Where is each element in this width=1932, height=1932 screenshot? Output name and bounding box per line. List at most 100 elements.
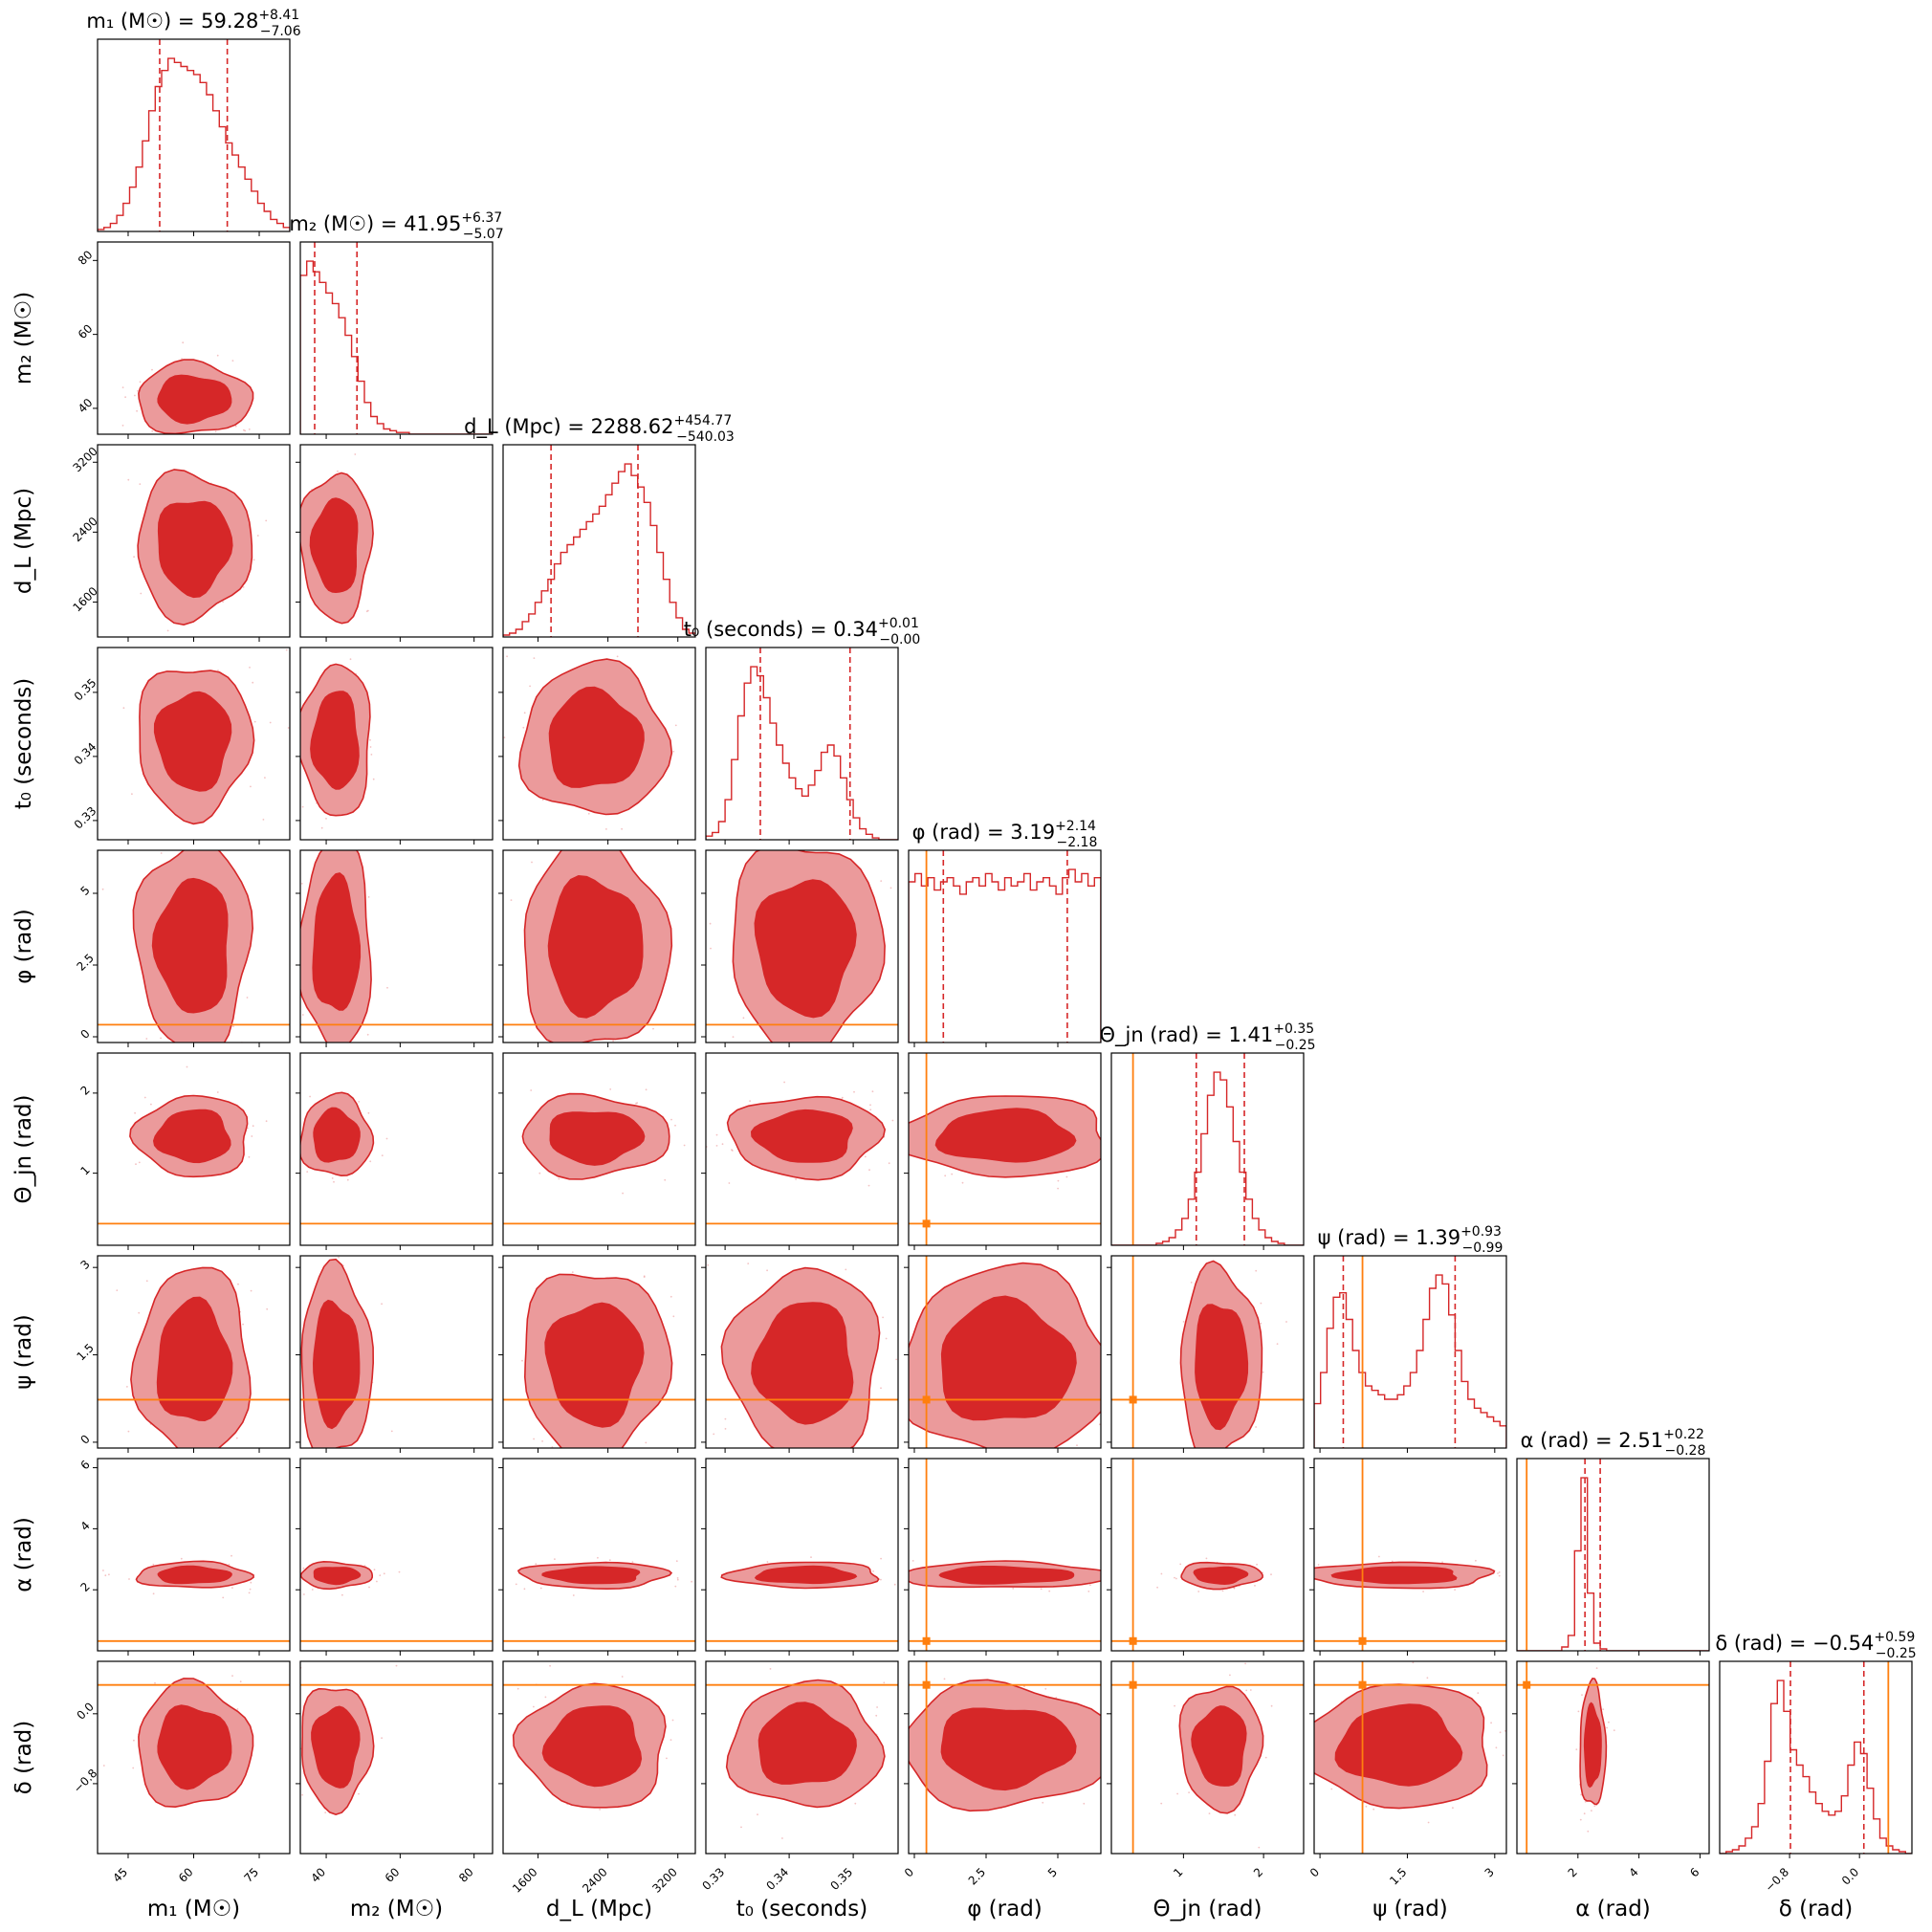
x-tick-label: 0 [1307,1865,1322,1879]
axes-frame [705,1052,899,1246]
axes-frame [299,1660,494,1855]
panel-dL-delta: 1600 2400 3200 [498,1660,696,1896]
contour-inner-phi-delta [940,1707,1077,1791]
axes-frame [1110,1458,1305,1652]
x-tick-label: 45 [110,1865,130,1885]
contour-inner-t0-psi [751,1302,854,1425]
y-tick-label: 2 [78,1083,93,1097]
axes-frame [97,38,291,232]
y-tick-label: 80 [76,248,96,268]
panel-phi: φ (rad) = 3.19+2.14 −2.18 [908,819,1102,1047]
title-m2: m₂ (M☉) = 41.95+6.37 −5.07 [289,210,503,242]
axes-frame [705,1660,899,1855]
contour-inner-dL-t0 [548,686,645,788]
panel-t0-psi [701,1255,899,1453]
panel-dL: d_L (Mpc) = 2288.62+454.77 −540.03 [464,413,735,642]
y-tick-label: 60 [76,321,96,341]
panel-t0-alpha [701,1458,899,1656]
panel-m2-theta_jn [296,1052,494,1250]
x-axis-label-alpha: α (rad) [1575,1897,1651,1921]
y-axis-label-t0: t₀ (seconds) [11,678,36,810]
panel-alpha-delta: 2 4 6 [1512,1660,1710,1880]
axes-frame [908,1052,1102,1246]
panel-dL-alpha [498,1458,696,1656]
axes-frame [908,849,1102,1043]
panel-phi-alpha [904,1458,1102,1656]
x-tick-label: 6 [1687,1865,1701,1879]
panel-theta_jn-psi [1107,1255,1305,1453]
panel-theta_jn-alpha [1107,1458,1305,1656]
x-tick-label: −0.8 [1763,1865,1792,1895]
axes-frame [502,1255,696,1449]
x-tick-label: 0.35 [827,1865,855,1893]
contour-inner-m2-psi [312,1299,361,1430]
axes-frame [502,444,696,638]
x-tick-label: 60 [383,1865,403,1885]
axes-frame [1516,1458,1710,1652]
y-tick-label: 1 [78,1163,93,1177]
panel-m1-delta: 45 60 75 −0.8 0.0 [71,1660,291,1885]
panel-dL-phi [498,849,696,1047]
panel-m1: m₁ (M☉) = 59.28+8.41 −7.06 [86,8,301,236]
injection-marker-phi-delta [922,1680,931,1689]
axes-frame [502,647,696,841]
contour-inner-m1-alpha [157,1565,232,1585]
contour-inner-dL-delta [541,1705,643,1788]
x-tick-label: 1.5 [1387,1865,1409,1887]
histogram-delta [1720,1680,1912,1854]
contour-inner-t0-phi [754,879,857,1019]
axes-frame [705,849,899,1043]
x-axis-label-theta_jn: Θ_jn (rad) [1153,1897,1262,1921]
axes-frame [705,647,899,841]
axes-frame [502,1052,696,1246]
panel-m1-theta_jn: 12 [78,1052,291,1250]
title-delta: δ (rad) = −0.54+0.59 −0.25 [1715,1630,1916,1661]
contour-inner-m1-delta [157,1704,232,1790]
x-tick-label: 2400 [580,1865,609,1895]
panel-t0: t₀ (seconds) = 0.34+0.01 −0.00 [684,616,921,845]
axes-frame [1110,1660,1305,1855]
panel-theta_jn: Θ_jn (rad) = 1.41+0.35 −0.25 [1099,1021,1316,1250]
axes-frame [705,1458,899,1652]
histogram-m2 [300,260,493,434]
injection-marker-psi-alpha [1358,1636,1367,1645]
y-axis-label-dL: d_L (Mpc) [11,488,36,594]
y-tick-label: 1.5 [74,1341,96,1363]
axes-frame [502,1660,696,1855]
axes-frame [1110,1255,1305,1449]
x-tick-label: 2.5 [966,1865,988,1887]
contour-inner-dL-phi [547,874,644,1019]
y-axis-label-delta: δ (rad) [11,1721,36,1794]
panel-m1-dL: 1600 2400 3200 [70,444,291,642]
histogram-m1 [98,57,290,231]
title-theta_jn: Θ_jn (rad) = 1.41+0.35 −0.25 [1099,1021,1315,1053]
x-tick-label: 2 [1566,1865,1580,1879]
axes-frame [299,444,494,638]
title-psi: ψ (rad) = 1.39+0.93 −0.99 [1318,1224,1504,1256]
panel-psi-delta: 0 1.5 3 [1307,1660,1507,1888]
x-tick-label: 80 [456,1865,476,1885]
y-axis-label-phi: φ (rad) [11,909,36,984]
panel-m2: m₂ (M☉) = 41.95+6.37 −5.07 [289,210,504,439]
injection-marker-psi-delta [1358,1680,1367,1689]
y-tick-label: 1600 [70,584,99,614]
histogram-psi [1314,1274,1506,1448]
x-axis-label-m1: m₁ (M☉) [147,1897,240,1921]
panel-delta: δ (rad) = −0.54+0.59 −0.25 −0.8 0.0 [1715,1630,1916,1895]
panel-m1-m2: 40 60 80 [76,241,291,439]
panel-t0-delta: 0.33 0.34 0.35 [699,1660,899,1893]
axes-frame [299,849,494,1043]
contour-inner-psi-delta [1334,1703,1463,1787]
axes-frame [1313,1458,1507,1652]
contour-inner-dL-alpha [541,1566,641,1585]
y-tick-label: 2 [78,1580,93,1594]
panel-dL-psi [498,1255,696,1453]
title-t0: t₀ (seconds) = 0.34+0.01 −0.00 [684,616,921,648]
panel-m1-phi: 02.55 [74,849,291,1047]
injection-marker-theta_jn-psi [1129,1395,1137,1404]
y-tick-label: 2.5 [74,951,96,973]
contour-inner-m1-psi [156,1296,233,1422]
y-axis-label-theta_jn: Θ_jn (rad) [11,1095,36,1204]
